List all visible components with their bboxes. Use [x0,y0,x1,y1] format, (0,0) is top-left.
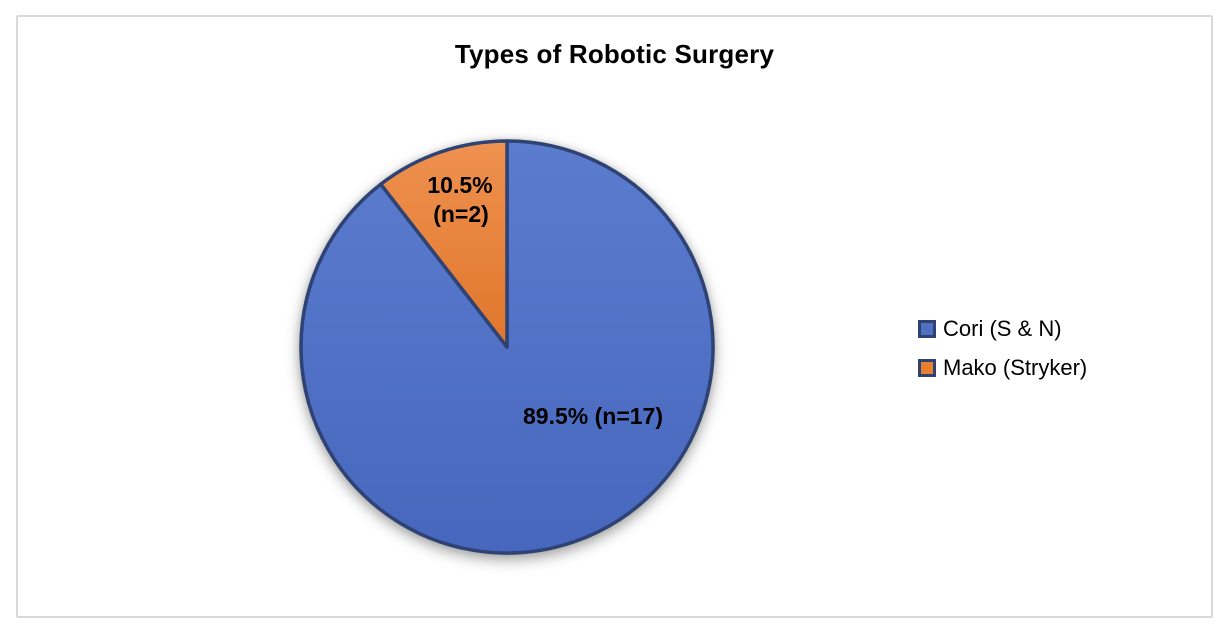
chart-title: Types of Robotic Surgery [454,39,775,69]
legend-swatch-mako-icon [918,359,936,377]
legend-swatch-cori-icon [918,320,936,338]
pie-slice-mako[interactable] [378,139,509,349]
legend: Cori (S & N) Mako (Stryker) [918,316,1087,381]
data-label-mako-line1: 10.5% [427,172,492,198]
legend-label-cori: Cori (S & N) [943,316,1062,341]
chart-frame: Types of Robotic Surgery 89.5% (n=17) 10… [16,15,1213,618]
data-label-mako-line2: (n=2) [433,201,489,227]
legend-item-cori[interactable]: Cori (S & N) [918,316,1087,342]
pie-slices [299,139,715,555]
legend-item-mako[interactable]: Mako (Stryker) [918,355,1087,381]
pie-chart: 89.5% (n=17) 10.5% (n=2) [299,139,715,555]
data-label-cori: 89.5% (n=17) [523,403,663,429]
legend-label-mako: Mako (Stryker) [943,355,1088,380]
